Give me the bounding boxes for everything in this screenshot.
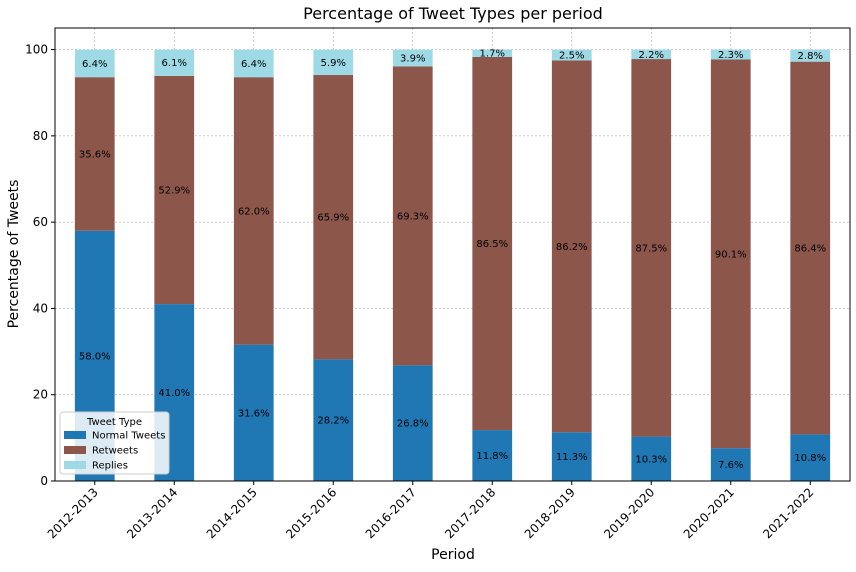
x-tick-label: 2013-2014 [124,485,180,541]
bar-replies-2020-2021 [710,49,751,60]
y-axis-ticks: 0 20 40 60 80 100 [25,43,55,488]
x-tick-label: 2020-2021 [681,485,737,541]
data-label-normal-tweets-2019-2020: 10.3% [635,454,667,465]
legend-swatch [64,446,86,454]
legend-items: Normal Tweets Retweets Replies [64,431,165,472]
data-label-normal-tweets-2018-2019: 11.3% [556,452,588,463]
bar-retweets-2021-2022 [790,61,831,435]
data-label-retweets-2017-2018: 86.5% [476,239,508,250]
y-tick-label: 60 [33,215,48,229]
x-tick-label: 2015-2016 [283,485,339,541]
x-tick-label: 2012-2013 [45,485,101,541]
data-label-replies-2014-2015: 6.4% [241,59,266,70]
data-label-normal-tweets-2021-2022: 10.8% [794,453,826,464]
bar-retweets-2017-2018 [472,56,513,431]
bar-retweets-2015-2016 [313,75,354,360]
legend-box [59,411,170,475]
bar-normal-tweets-2017-2018 [472,430,513,481]
bar-replies-2018-2019 [551,49,592,61]
legend-label: Replies [92,461,128,472]
legend-swatch [64,431,86,439]
data-label-replies-2020-2021: 2.3% [718,50,743,61]
bars [74,49,831,481]
data-label-normal-tweets-2012-2013: 58.0% [79,351,111,362]
bar-replies-2021-2022 [790,49,831,62]
y-axis-label: Percentage of Tweets [6,180,22,329]
x-axis-ticks: 2012-2013 2013-2014 2014-2015 2015-2016 2016… [45,481,816,541]
data-label-normal-tweets-2015-2016: 28.2% [317,416,349,427]
x-tick-label: 2018-2019 [522,485,578,541]
bar-normal-tweets-2021-2022 [790,434,831,481]
bar-normal-tweets-2015-2016 [313,359,354,481]
plot-frame [54,27,851,482]
legend-swatch [64,461,86,469]
data-label-retweets-2020-2021: 90.1% [715,249,747,260]
legend-label: Normal Tweets [92,431,165,442]
bar-normal-tweets-2019-2020 [631,436,672,481]
bar-retweets-2013-2014 [154,75,195,305]
x-tick-label: 2014-2015 [204,485,260,541]
data-labels: 58.0% 35.6% 6.4% 41.0% 52.9% 6.1% 31.6% 62.0% 6.… [79,49,826,471]
x-tick-label: 2016-2017 [363,485,419,541]
chart-title: Percentage of Tweet Types per period [303,4,603,23]
y-tick-label: 100 [25,43,48,57]
legend-label: Retweets [92,446,138,457]
data-label-retweets-2016-2017: 69.3% [397,211,429,222]
legend-title: Tweet Type [86,417,142,428]
data-label-replies-2013-2014: 6.1% [162,58,187,69]
data-label-normal-tweets-2013-2014: 41.0% [158,388,190,399]
bar-replies-2013-2014 [154,49,195,76]
x-tick-label: 2019-2020 [601,485,657,541]
data-label-normal-tweets-2016-2017: 26.8% [397,419,429,430]
data-label-normal-tweets-2017-2018: 11.8% [476,451,508,462]
bar-replies-2016-2017 [392,49,433,67]
bar-normal-tweets-2020-2021 [710,448,751,481]
bar-replies-2015-2016 [313,49,354,76]
x-tick-label: 2021-2022 [760,485,816,541]
bar-replies-2014-2015 [233,49,274,78]
data-label-retweets-2014-2015: 62.0% [238,206,270,217]
data-label-replies-2015-2016: 5.9% [321,58,346,69]
x-axis-label: Period [431,547,475,563]
data-label-replies-2018-2019: 2.5% [559,50,584,61]
data-label-replies-2019-2020: 2.2% [639,50,664,61]
y-tick-label: 40 [33,301,48,315]
data-label-retweets-2021-2022: 86.4% [794,244,826,255]
data-label-retweets-2018-2019: 86.2% [556,242,588,253]
data-label-retweets-2013-2014: 52.9% [158,186,190,197]
bar-retweets-2012-2013 [74,77,115,231]
data-label-replies-2017-2018: 1.7% [480,49,505,60]
bar-normal-tweets-2016-2017 [392,365,433,481]
legend: Tweet Type Normal Tweets Retweets Replies [59,411,170,475]
bar-retweets-2020-2021 [710,59,751,449]
bar-replies-2012-2013 [74,49,115,78]
data-label-replies-2012-2013: 6.4% [82,59,107,70]
data-label-retweets-2019-2020: 87.5% [635,243,667,254]
y-tick-label: 20 [33,388,48,402]
bar-replies-2019-2020 [631,49,672,60]
bar-retweets-2016-2017 [392,66,433,366]
bar-replies-2017-2018 [472,49,513,57]
bar-retweets-2018-2019 [551,60,592,433]
data-label-retweets-2015-2016: 65.9% [317,213,349,224]
data-label-replies-2016-2017: 3.9% [400,53,425,64]
bar-normal-tweets-2018-2019 [551,432,592,481]
bar-normal-tweets-2014-2015 [233,344,274,481]
x-tick-label: 2017-2018 [442,485,498,541]
data-label-replies-2021-2022: 2.8% [798,51,823,62]
bar-retweets-2014-2015 [233,77,274,345]
data-label-retweets-2012-2013: 35.6% [79,149,111,160]
data-label-normal-tweets-2014-2015: 31.6% [238,408,270,419]
y-tick-label: 0 [40,474,48,488]
y-tick-label: 80 [33,129,48,143]
bar-retweets-2019-2020 [631,59,672,437]
data-label-normal-tweets-2020-2021: 7.6% [718,460,743,471]
